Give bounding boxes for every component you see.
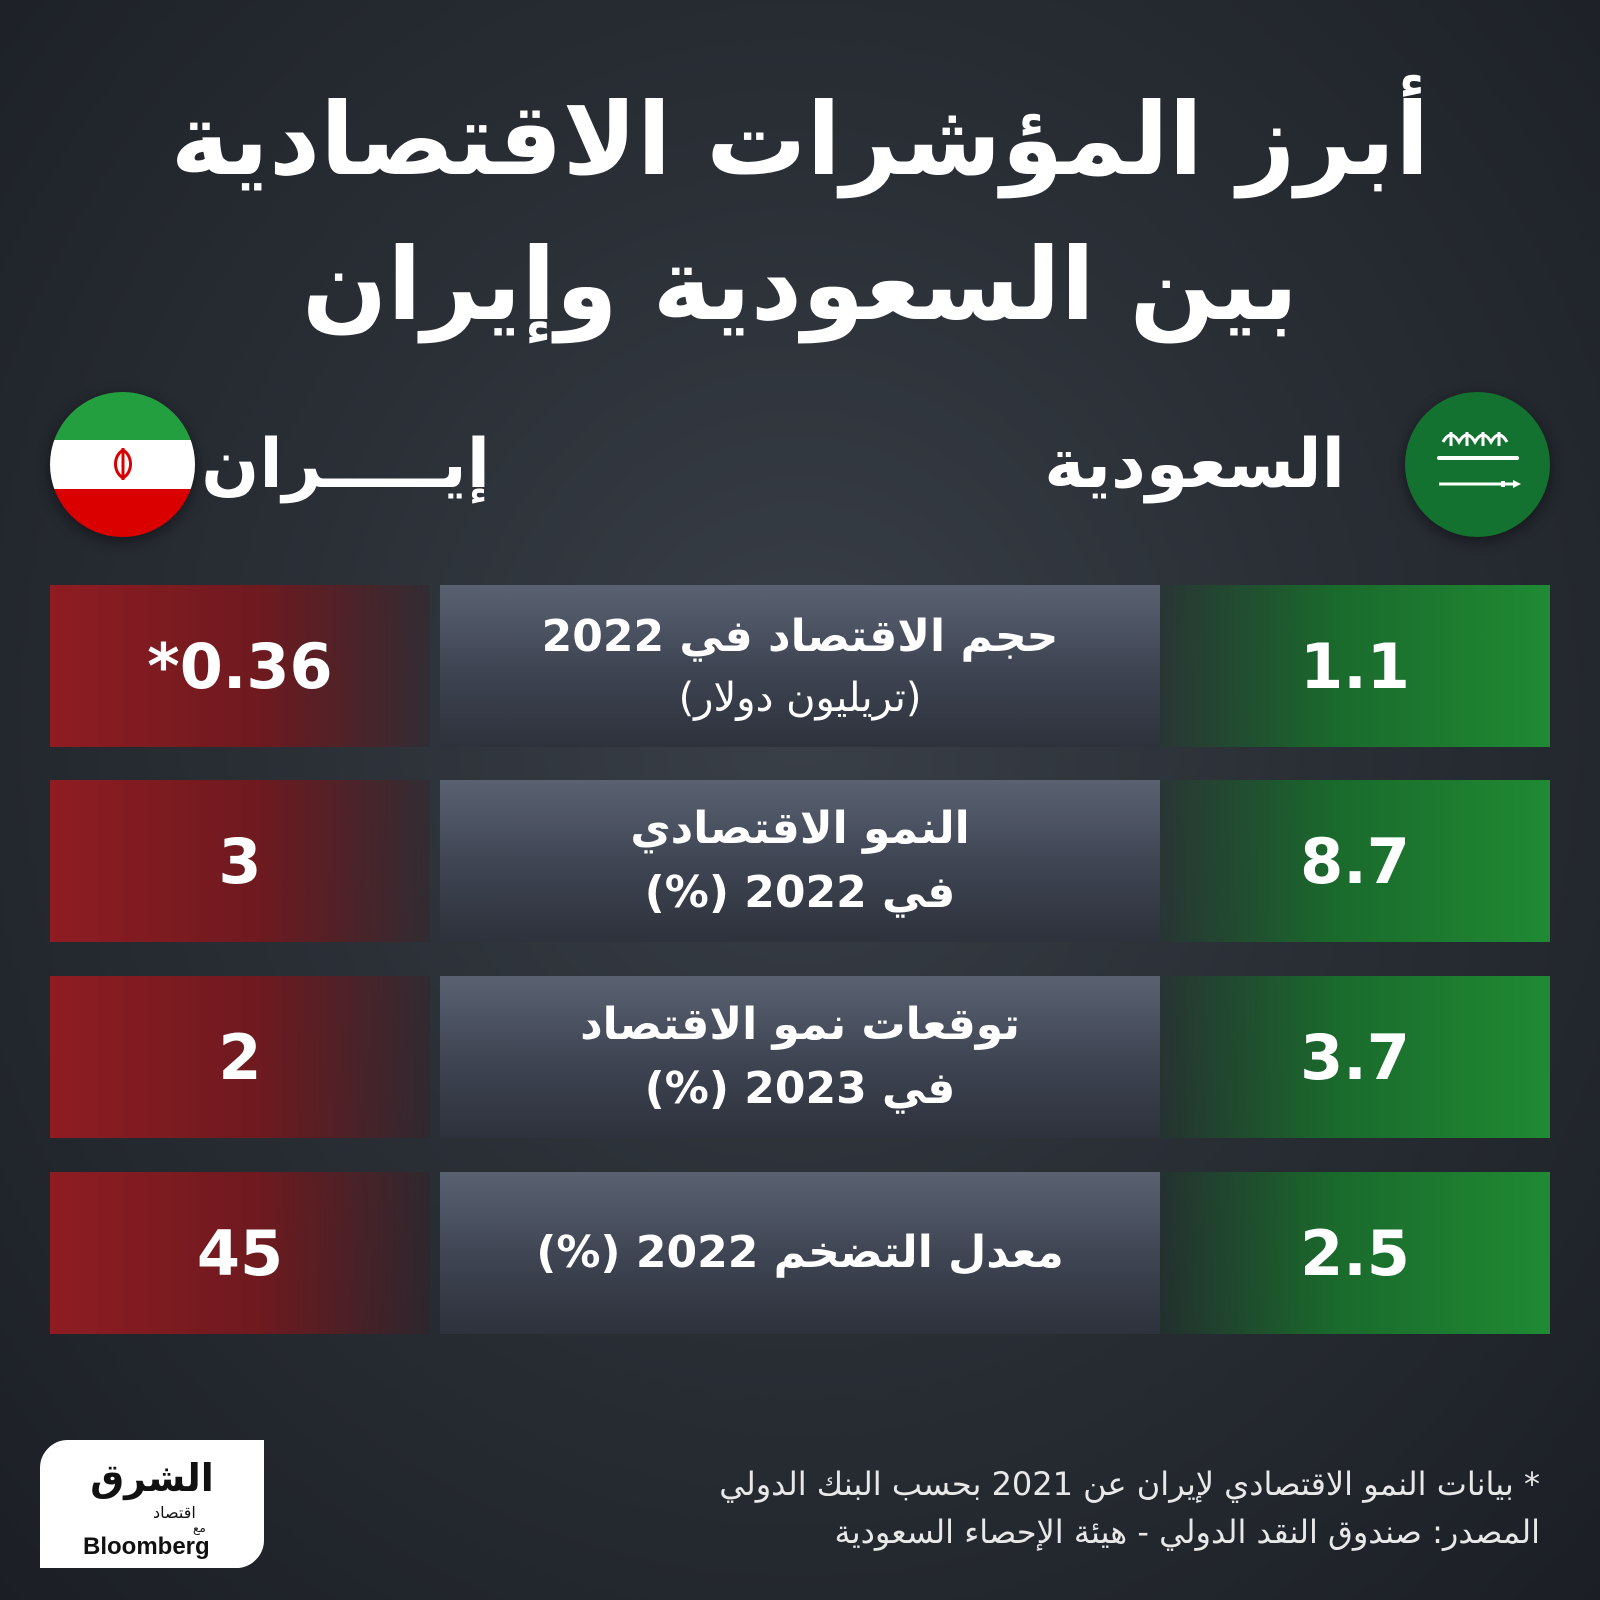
indicator-label-cell: النمو الاقتصادي في 2022 (%) xyxy=(440,780,1160,942)
indicator-label-cell: توقعات نمو الاقتصاد في 2023 (%) xyxy=(440,976,1160,1138)
title-line-2: بين السعودية وإيران xyxy=(301,226,1299,343)
saudi-label: السعودية xyxy=(1044,425,1345,504)
footnote: * بيانات النمو الاقتصادي لإيران عن 2021 … xyxy=(719,1460,1540,1556)
indicator-sublabel: (تريليون دولار) xyxy=(678,674,922,721)
logo-sub-text: اقتصاد xyxy=(153,1503,196,1522)
iran-value: 2 xyxy=(50,976,430,1138)
iran-emblem-icon xyxy=(113,448,132,481)
logo-bloomberg-text: Bloomberg xyxy=(83,1533,210,1560)
footnote-source: المصدر: صندوق النقد الدولي - هيئة الإحصا… xyxy=(834,1513,1540,1551)
saudi-value: 1.1 xyxy=(1160,585,1550,747)
indicator-label-cell: حجم الاقتصاد في 2022 (تريليون دولار) xyxy=(440,585,1160,747)
indicator-label: توقعات نمو الاقتصاد xyxy=(580,999,1020,1051)
indicator-label-cell: معدل التضخم 2022 (%) xyxy=(440,1172,1160,1334)
asharq-bloomberg-logo: الشرق اقتصاد مع Bloomberg xyxy=(40,1440,264,1568)
iran-value: *0.36 xyxy=(50,585,430,747)
iran-label: إيـــــران xyxy=(201,425,490,504)
indicator-row-gdp: *0.36 حجم الاقتصاد في 2022 (تريليون دولا… xyxy=(50,585,1550,747)
saudi-value: 3.7 xyxy=(1160,976,1550,1138)
saudi-value: 2.5 xyxy=(1160,1172,1550,1334)
indicator-label: معدل التضخم 2022 (%) xyxy=(536,1227,1064,1279)
logo-main-text: الشرق xyxy=(90,1456,214,1500)
footnote-note: * بيانات النمو الاقتصادي لإيران عن 2021 … xyxy=(719,1465,1540,1503)
indicator-row-growth-2022: 3 النمو الاقتصادي في 2022 (%) 8.7 xyxy=(50,780,1550,942)
indicator-sublabel: في 2022 (%) xyxy=(644,867,956,918)
iran-value: 3 xyxy=(50,780,430,942)
iran-value: 45 xyxy=(50,1172,430,1334)
indicator-row-growth-forecast-2023: 2 توقعات نمو الاقتصاد في 2023 (%) 3.7 xyxy=(50,976,1550,1138)
indicator-label: النمو الاقتصادي xyxy=(630,803,970,855)
logo-with-text: مع xyxy=(193,1521,206,1535)
indicator-label: حجم الاقتصاد في 2022 xyxy=(541,611,1059,663)
iran-flag-icon xyxy=(50,392,195,537)
saudi-flag-icon xyxy=(1405,392,1550,537)
indicator-sublabel: في 2023 (%) xyxy=(644,1063,956,1114)
indicator-row-inflation-2022: 45 معدل التضخم 2022 (%) 2.5 xyxy=(50,1172,1550,1334)
saudi-value: 8.7 xyxy=(1160,780,1550,942)
title-line-1: أبرز المؤشرات الاقتصادية xyxy=(170,81,1430,198)
